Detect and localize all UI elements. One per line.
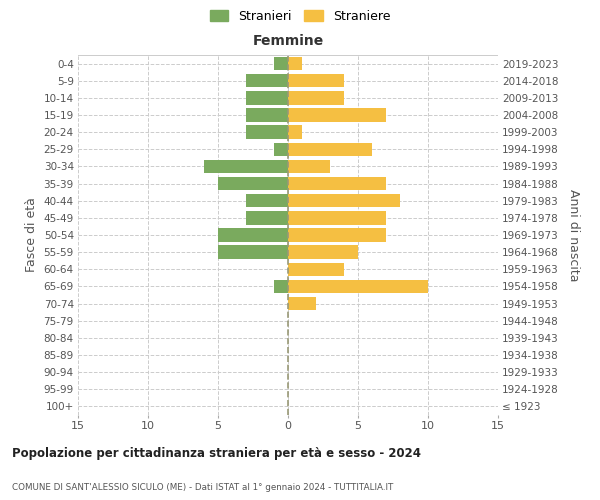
Bar <box>288 262 344 276</box>
Bar <box>288 228 386 241</box>
Bar <box>218 246 288 259</box>
Bar <box>246 194 288 207</box>
Bar <box>218 177 288 190</box>
Bar <box>288 160 330 173</box>
Bar <box>274 57 288 70</box>
Y-axis label: Fasce di età: Fasce di età <box>25 198 38 272</box>
Bar <box>246 91 288 104</box>
Bar <box>218 228 288 241</box>
Bar <box>246 211 288 224</box>
Bar <box>288 126 302 139</box>
Bar <box>246 74 288 88</box>
Bar <box>204 160 288 173</box>
Bar <box>288 91 344 104</box>
Text: COMUNE DI SANT'ALESSIO SICULO (ME) - Dati ISTAT al 1° gennaio 2024 - TUTTITALIA.: COMUNE DI SANT'ALESSIO SICULO (ME) - Dat… <box>12 483 394 492</box>
Bar <box>288 297 316 310</box>
Y-axis label: Anni di nascita: Anni di nascita <box>567 188 580 281</box>
Bar <box>288 108 386 122</box>
Bar <box>288 246 358 259</box>
Bar <box>288 280 428 293</box>
Bar <box>246 108 288 122</box>
Bar <box>274 142 288 156</box>
Bar <box>288 177 386 190</box>
Text: Femmine: Femmine <box>253 34 323 48</box>
Bar <box>288 211 386 224</box>
Bar <box>246 126 288 139</box>
Bar <box>288 74 344 88</box>
Bar <box>288 194 400 207</box>
Text: Popolazione per cittadinanza straniera per età e sesso - 2024: Popolazione per cittadinanza straniera p… <box>12 448 421 460</box>
Legend: Stranieri, Straniere: Stranieri, Straniere <box>206 6 394 26</box>
Bar <box>288 142 372 156</box>
Bar <box>288 57 302 70</box>
Bar <box>274 280 288 293</box>
